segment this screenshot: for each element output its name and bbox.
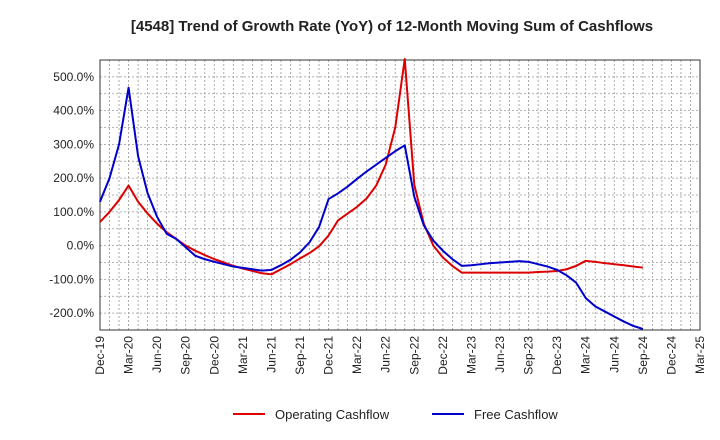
- y-axis: 500.0% 400.0% 300.0% 200.0% 100.0% 0.0% -100.0…: [49, 70, 94, 320]
- y-tick-label: -100.0%: [49, 272, 94, 286]
- legend-label-free-cashflow: Free Cashflow: [474, 407, 558, 422]
- x-tick-label: Dec-21: [322, 336, 336, 375]
- y-tick-label: 200.0%: [53, 171, 94, 185]
- y-tick-label: 500.0%: [53, 70, 94, 84]
- x-tick-label: Jun-23: [493, 336, 507, 373]
- y-tick-label: 0.0%: [67, 239, 95, 253]
- x-tick-label: Jun-22: [379, 336, 393, 373]
- x-tick-label: Jun-21: [264, 336, 278, 373]
- x-tick-label: Mar-22: [350, 336, 364, 374]
- x-tick-label: Jun-24: [607, 336, 621, 373]
- x-tick-label: Mar-25: [693, 336, 707, 374]
- x-tick-label: Dec-24: [664, 336, 678, 375]
- x-tick-label: Sep-24: [636, 336, 650, 375]
- x-tick-label: Mar-20: [122, 336, 136, 374]
- x-tick-label: Sep-21: [293, 336, 307, 375]
- x-tick-label: Jun-20: [150, 336, 164, 373]
- y-tick-label: 400.0%: [53, 104, 94, 118]
- y-tick-label: 100.0%: [53, 205, 94, 219]
- legend: Operating Cashflow Free Cashflow: [233, 407, 558, 422]
- x-tick-label: Dec-20: [207, 336, 221, 375]
- x-tick-label: Mar-24: [579, 336, 593, 374]
- x-tick-label: Dec-19: [93, 336, 107, 375]
- x-tick-label: Mar-21: [236, 336, 250, 374]
- series-line-free-cashflow: [99, 86, 644, 330]
- x-tick-label: Sep-23: [522, 336, 536, 375]
- chart-title: [4548] Trend of Growth Rate (YoY) of 12-…: [131, 18, 653, 35]
- grid-lines: [100, 60, 700, 330]
- x-tick-label: Dec-23: [550, 336, 564, 375]
- series-line-operating-cashflow: [99, 57, 643, 276]
- x-axis: Dec-19 Mar-20 Jun-20 Sep-20 Dec-20 Mar-21 Jun-…: [93, 336, 707, 375]
- x-tick-label: Sep-22: [407, 336, 421, 375]
- y-tick-label: 300.0%: [53, 137, 94, 151]
- x-tick-label: Sep-20: [179, 336, 193, 375]
- y-tick-label: -200.0%: [49, 306, 94, 320]
- legend-label-operating-cashflow: Operating Cashflow: [275, 407, 390, 422]
- x-tick-label: Mar-23: [464, 336, 478, 374]
- x-tick-label: Dec-22: [436, 336, 450, 375]
- plot-area: [99, 59, 701, 331]
- series-lines: [99, 57, 644, 330]
